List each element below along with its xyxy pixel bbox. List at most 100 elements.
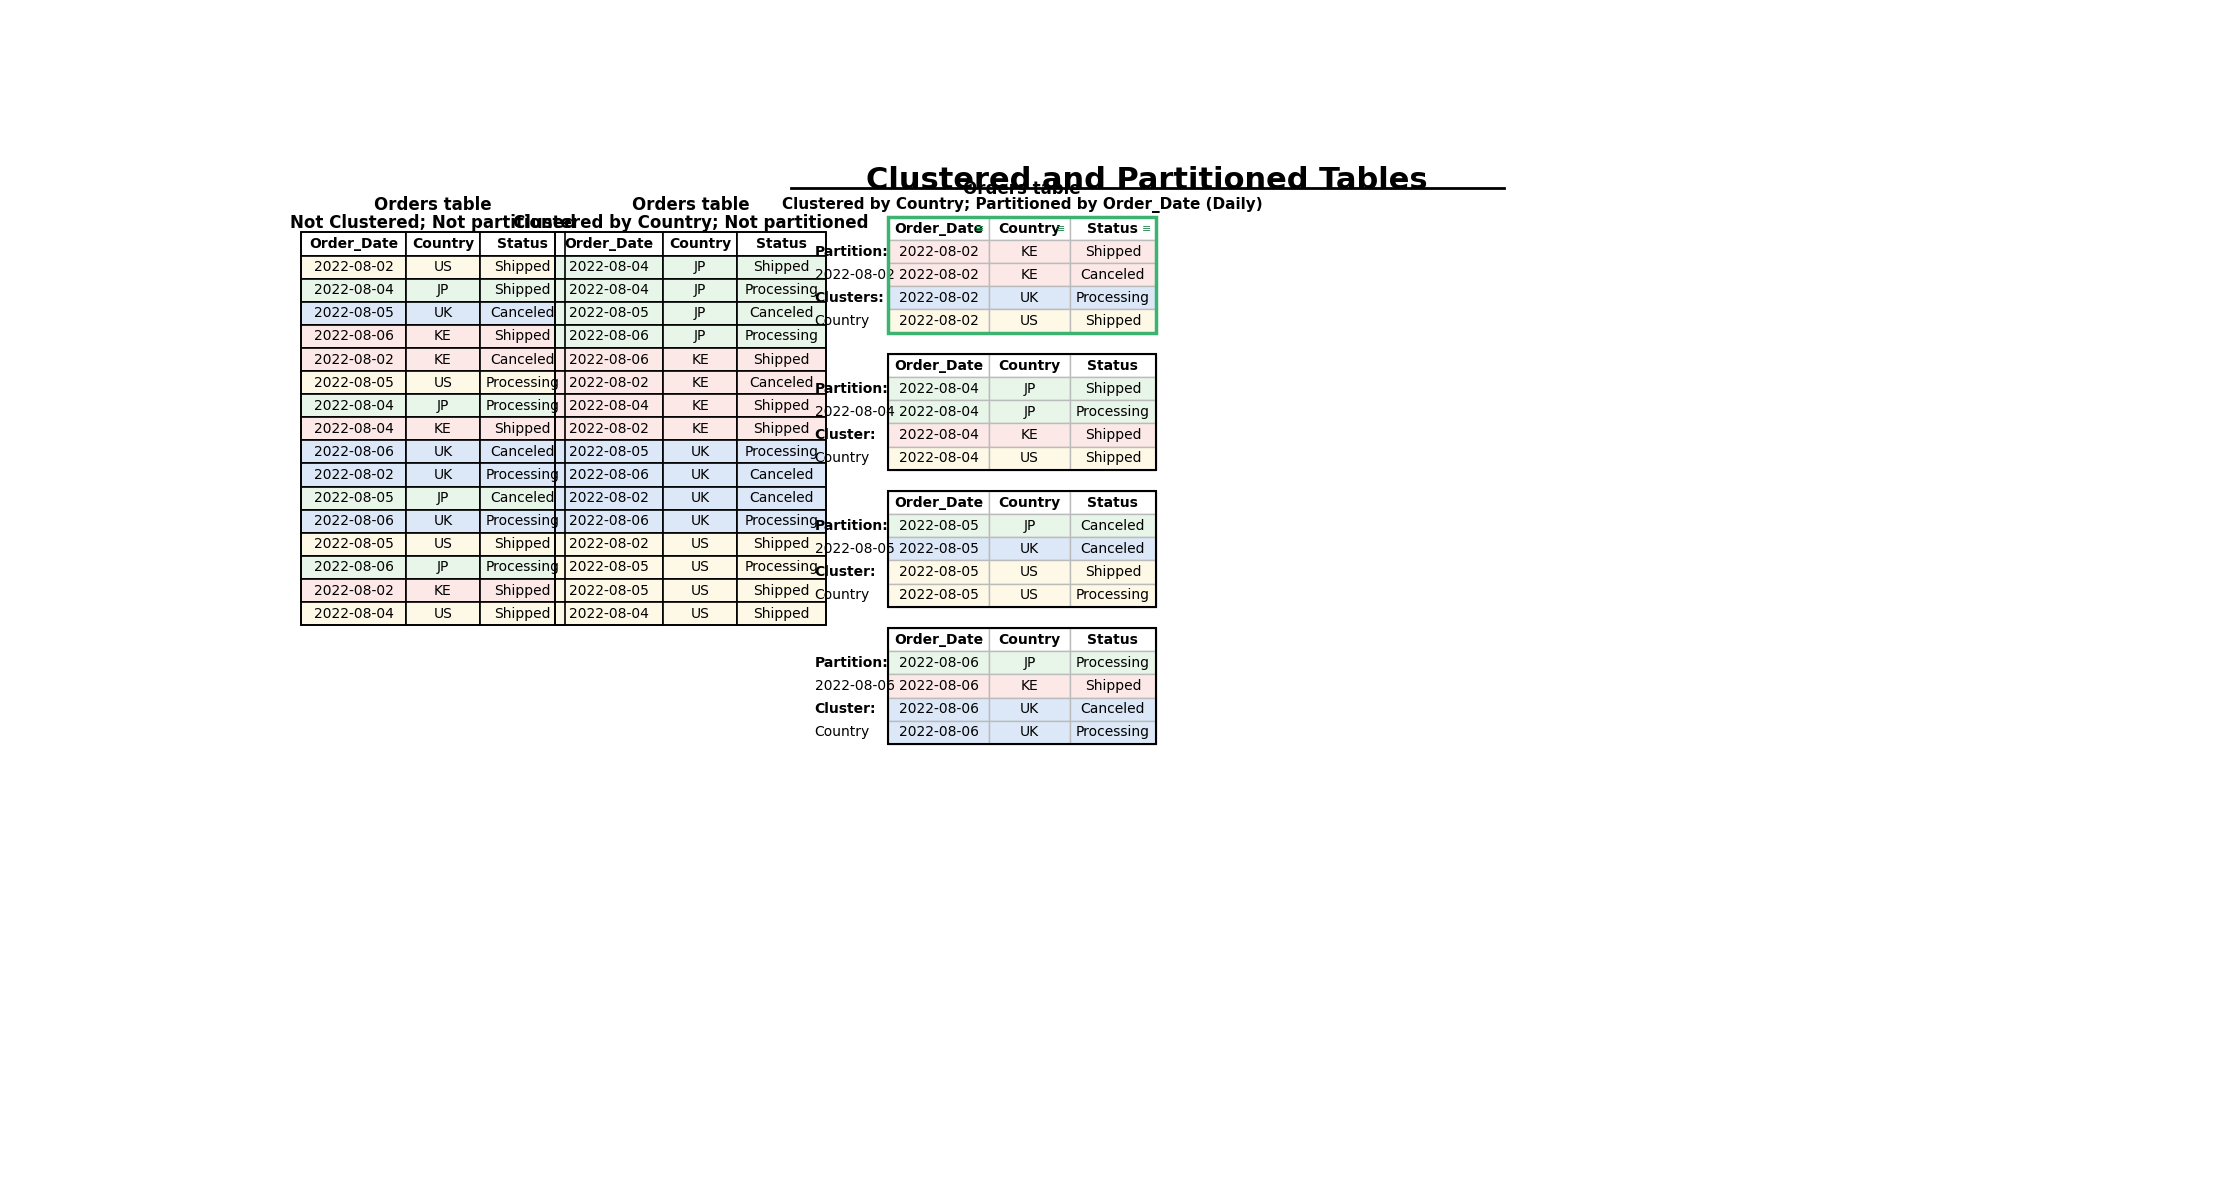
Text: 2022-08-04: 2022-08-04 (900, 405, 978, 419)
Text: 2022-08-02: 2022-08-02 (568, 491, 649, 505)
Bar (736, 510, 826, 532)
Bar (888, 514, 989, 537)
Bar (1070, 628, 1155, 651)
Text: US: US (434, 375, 452, 389)
Bar (989, 697, 1070, 721)
Text: US: US (692, 537, 709, 551)
Text: Status: Status (1088, 496, 1139, 510)
Bar (989, 424, 1070, 446)
Text: Status: Status (497, 237, 548, 251)
Bar (1070, 241, 1155, 263)
Bar (662, 440, 736, 464)
Text: Shipped: Shipped (754, 537, 810, 551)
Text: Country: Country (998, 632, 1061, 647)
Bar (479, 394, 564, 418)
Bar (736, 602, 826, 625)
Text: 2022-08-04: 2022-08-04 (815, 405, 895, 419)
Bar (405, 532, 479, 556)
Text: Canceled: Canceled (1081, 702, 1146, 716)
Text: 2022-08-05: 2022-08-05 (313, 491, 394, 505)
Bar (888, 721, 989, 743)
Text: Clusters:: Clusters: (815, 291, 884, 304)
Bar (479, 532, 564, 556)
Text: Shipped: Shipped (495, 329, 551, 343)
Text: US: US (1021, 588, 1038, 602)
Text: Shipped: Shipped (754, 607, 810, 621)
Text: Cluster:: Cluster: (815, 702, 875, 716)
Bar (555, 232, 826, 625)
Bar (989, 491, 1070, 514)
Bar (302, 232, 405, 256)
Text: Processing: Processing (745, 560, 819, 575)
Bar (888, 628, 1155, 743)
Text: 2022-08-02: 2022-08-02 (900, 291, 978, 304)
Bar (662, 418, 736, 440)
Bar (405, 579, 479, 602)
Text: 2022-08-06: 2022-08-06 (568, 514, 649, 529)
Text: Country: Country (998, 359, 1061, 373)
Text: US: US (434, 607, 452, 621)
Bar (555, 348, 662, 371)
Bar (1070, 491, 1155, 514)
Bar (888, 309, 989, 333)
Text: Country: Country (998, 222, 1061, 236)
Bar (989, 584, 1070, 607)
Text: US: US (692, 584, 709, 597)
Bar (405, 556, 479, 579)
Bar (1070, 514, 1155, 537)
Bar (405, 440, 479, 464)
Text: 2022-08-04: 2022-08-04 (568, 399, 649, 413)
Bar (1070, 697, 1155, 721)
Text: JP: JP (694, 307, 707, 320)
Text: Shipped: Shipped (1085, 451, 1141, 465)
Text: 2022-08-06: 2022-08-06 (313, 445, 394, 459)
Bar (736, 278, 826, 302)
Text: UK: UK (434, 514, 452, 529)
Text: Country: Country (815, 451, 871, 465)
Bar (888, 628, 989, 651)
Text: KE: KE (692, 353, 709, 367)
Text: Country: Country (412, 237, 474, 251)
Text: 2022-08-02: 2022-08-02 (900, 244, 978, 258)
Bar (555, 556, 662, 579)
Text: 2022-08-06: 2022-08-06 (897, 702, 978, 716)
Text: Processing: Processing (1076, 291, 1150, 304)
Bar (555, 371, 662, 394)
Bar (479, 579, 564, 602)
Bar (302, 602, 405, 625)
Text: Order_Date: Order_Date (564, 237, 653, 251)
Text: Shipped: Shipped (495, 260, 551, 274)
Text: 2022-08-06: 2022-08-06 (815, 678, 895, 693)
Text: Canceled: Canceled (1081, 519, 1146, 533)
Text: 2022-08-06: 2022-08-06 (568, 353, 649, 367)
Bar (989, 400, 1070, 424)
Bar (888, 537, 989, 560)
Bar (662, 348, 736, 371)
Bar (1070, 287, 1155, 309)
Text: Canceled: Canceled (750, 375, 815, 389)
Bar (1070, 537, 1155, 560)
Text: 2022-08-04: 2022-08-04 (313, 607, 394, 621)
Bar (405, 278, 479, 302)
Text: 2022-08-04: 2022-08-04 (900, 451, 978, 465)
Bar (736, 302, 826, 324)
Text: Processing: Processing (486, 560, 560, 575)
Bar (1070, 446, 1155, 470)
Bar (662, 532, 736, 556)
Text: Order_Date: Order_Date (893, 496, 982, 510)
Bar (662, 556, 736, 579)
Bar (736, 556, 826, 579)
Text: Shipped: Shipped (1085, 382, 1141, 395)
Text: 2022-08-04: 2022-08-04 (313, 421, 394, 435)
Text: Canceled: Canceled (750, 307, 815, 320)
Text: Not Clustered; Not partitioned: Not Clustered; Not partitioned (291, 215, 575, 232)
Text: 2022-08-02: 2022-08-02 (313, 260, 394, 274)
Bar (989, 446, 1070, 470)
Text: 2022-08-02: 2022-08-02 (900, 268, 978, 282)
Text: US: US (1021, 451, 1038, 465)
Bar (989, 378, 1070, 400)
Bar (736, 348, 826, 371)
Bar (989, 560, 1070, 584)
Text: JP: JP (694, 283, 707, 297)
Text: ≡: ≡ (976, 223, 985, 234)
